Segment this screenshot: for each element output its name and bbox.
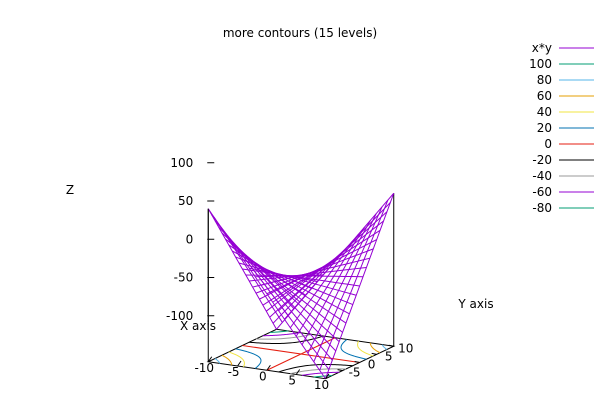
x-tick-label: -10 xyxy=(194,361,214,375)
contour-line-80-0 xyxy=(381,344,388,350)
y-tick-label: 0 xyxy=(368,358,376,372)
surface-line-x-18 xyxy=(313,206,383,362)
legend-label: 0 xyxy=(544,137,552,151)
y-tick-mark xyxy=(371,352,377,355)
x-tick-label: 10 xyxy=(314,378,329,392)
contour-line-80-1 xyxy=(214,358,221,364)
contour-line-60-0 xyxy=(369,342,381,354)
legend-label: 20 xyxy=(537,121,552,135)
labels-layer: more contours (15 levels) X axis Y axis … xyxy=(66,26,494,333)
legend-entry-40: 40 xyxy=(537,105,594,119)
contour-line--60-1 xyxy=(262,332,301,337)
surface-line-x-14 xyxy=(289,233,359,329)
x-tick-mark xyxy=(266,364,271,371)
x-tick-mark xyxy=(325,373,330,380)
chart-title: more contours (15 levels) xyxy=(223,26,377,40)
x-tick-label: 0 xyxy=(259,369,267,383)
legend-label: -60 xyxy=(532,185,552,199)
contour-level-60 xyxy=(221,342,381,366)
surface-line-x-17 xyxy=(307,213,377,354)
x-axis-label: X axis xyxy=(180,319,216,333)
surface-line-y-20 xyxy=(276,192,395,330)
legend-entry--40: -40 xyxy=(532,169,594,183)
y-tick-label: 10 xyxy=(398,341,413,355)
contour-line-40-1 xyxy=(228,351,245,368)
legend-entry--60: -60 xyxy=(532,185,594,199)
z-tick-label: -50 xyxy=(174,271,194,285)
surface-line-x-20 xyxy=(325,193,395,379)
contour-line-40-0 xyxy=(357,340,374,357)
legend: x*y 100 80 60 40 20 0 -20 -40 -60 -80 xyxy=(529,41,594,215)
legend-label: x*y xyxy=(532,41,552,55)
x-tick-label: -5 xyxy=(228,365,240,379)
surface-line-y-18 xyxy=(269,211,388,318)
contour-level-40 xyxy=(228,340,374,368)
z-tick-label: -100 xyxy=(166,309,193,323)
surface-mesh xyxy=(207,192,395,380)
contour-level-80 xyxy=(214,344,388,364)
contour-line-20-0 xyxy=(340,339,367,360)
base-layer xyxy=(206,193,396,380)
contour-level-20 xyxy=(235,339,367,369)
legend-label: -20 xyxy=(532,153,552,167)
legend-label: 80 xyxy=(537,73,552,87)
legend-entry-20: 20 xyxy=(537,121,594,135)
legend-entry-80: 80 xyxy=(537,73,594,87)
z-tick-label: 0 xyxy=(186,232,194,246)
z-axis-label: Z xyxy=(66,183,74,197)
contour-line--60-0 xyxy=(301,371,340,376)
surface-line-x-19 xyxy=(319,199,389,371)
legend-label: 100 xyxy=(529,57,552,71)
z-tick-label: 100 xyxy=(170,156,193,170)
surface-line-y-16 xyxy=(262,229,381,306)
surface-line-y-19 xyxy=(272,202,391,324)
contour-line-0-1 xyxy=(266,337,336,371)
x-tick-label: 5 xyxy=(288,374,296,388)
contour-level-0 xyxy=(242,337,360,371)
y-tick-label: 5 xyxy=(385,349,393,363)
legend-label: -80 xyxy=(532,201,552,215)
legend-label: 40 xyxy=(537,105,552,119)
x-tick-mark xyxy=(237,360,242,367)
legend-entry--20: -20 xyxy=(532,153,594,167)
x-tick-mark xyxy=(207,356,213,363)
y-tick-mark xyxy=(388,344,394,347)
surface-line-y-17 xyxy=(265,220,384,312)
contour-level--40 xyxy=(256,333,346,375)
contour-line-60-1 xyxy=(221,354,233,366)
contour-line-20-1 xyxy=(235,348,262,369)
y-tick-label: -5 xyxy=(349,366,361,380)
contour-line--80-1 xyxy=(269,330,289,333)
legend-entry-60: 60 xyxy=(537,89,594,103)
contour-line--40-1 xyxy=(256,333,312,340)
surface-line-x-16 xyxy=(301,220,371,345)
contour-line--40-0 xyxy=(290,368,346,375)
contour-level--60 xyxy=(262,332,340,376)
y-tick-mark xyxy=(354,361,360,363)
legend-label: 60 xyxy=(537,89,552,103)
z-tick-label: 50 xyxy=(178,194,193,208)
x-tick-mark xyxy=(295,369,301,375)
legend-entry-100: 100 xyxy=(529,57,594,71)
legend-label: -40 xyxy=(532,169,552,183)
y-axis-label: Y axis xyxy=(457,297,493,311)
contour-line--20-1 xyxy=(249,335,324,344)
surface-line-x-15 xyxy=(295,226,365,337)
y-tick-mark xyxy=(337,369,343,372)
legend-entry-function: x*y xyxy=(532,41,594,55)
legend-entry--80: -80 xyxy=(532,201,594,215)
legend-entry-0: 0 xyxy=(544,137,594,151)
